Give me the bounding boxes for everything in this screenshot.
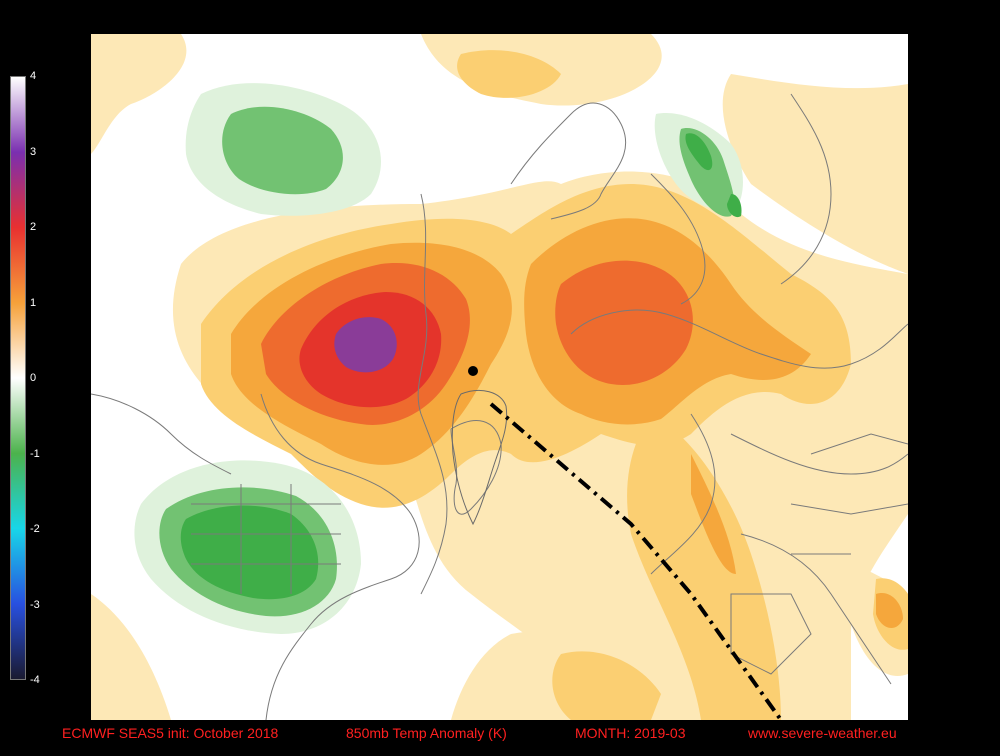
colorbar	[10, 76, 26, 680]
colorbar-tick-label: -2	[30, 523, 40, 535]
greenland-outline	[451, 390, 508, 526]
colorbar-tick-label: -1	[30, 447, 40, 460]
colorbar-tick-label: -3	[30, 598, 40, 611]
footer-caption: ECMWF SEAS5 init: October 2018 850mb Tem…	[0, 721, 1000, 747]
anomaly-dark-green	[180, 133, 742, 600]
coastlines	[91, 93, 908, 720]
anomaly-map	[91, 34, 908, 720]
colorbar-tick-label: 2	[30, 221, 37, 233]
variable-label: 850mb Temp Anomaly (K)	[346, 725, 507, 741]
website-label: www.severe-weather.eu	[748, 725, 897, 741]
model-init-label: ECMWF SEAS5 init: October 2018	[62, 725, 279, 741]
colorbar-tick-label: 0	[30, 372, 37, 384]
colorbar-tick-label: 3	[30, 145, 37, 158]
north-pole-marker	[468, 366, 478, 376]
colorbar-tick-label: 4	[30, 70, 37, 82]
map-svg	[91, 34, 908, 720]
colorbar-tick-label: 1	[30, 296, 37, 309]
month-label: MONTH: 2019-03	[575, 725, 686, 741]
anomaly-purple	[334, 317, 397, 373]
colorbar-tick-label: -4	[30, 674, 40, 686]
